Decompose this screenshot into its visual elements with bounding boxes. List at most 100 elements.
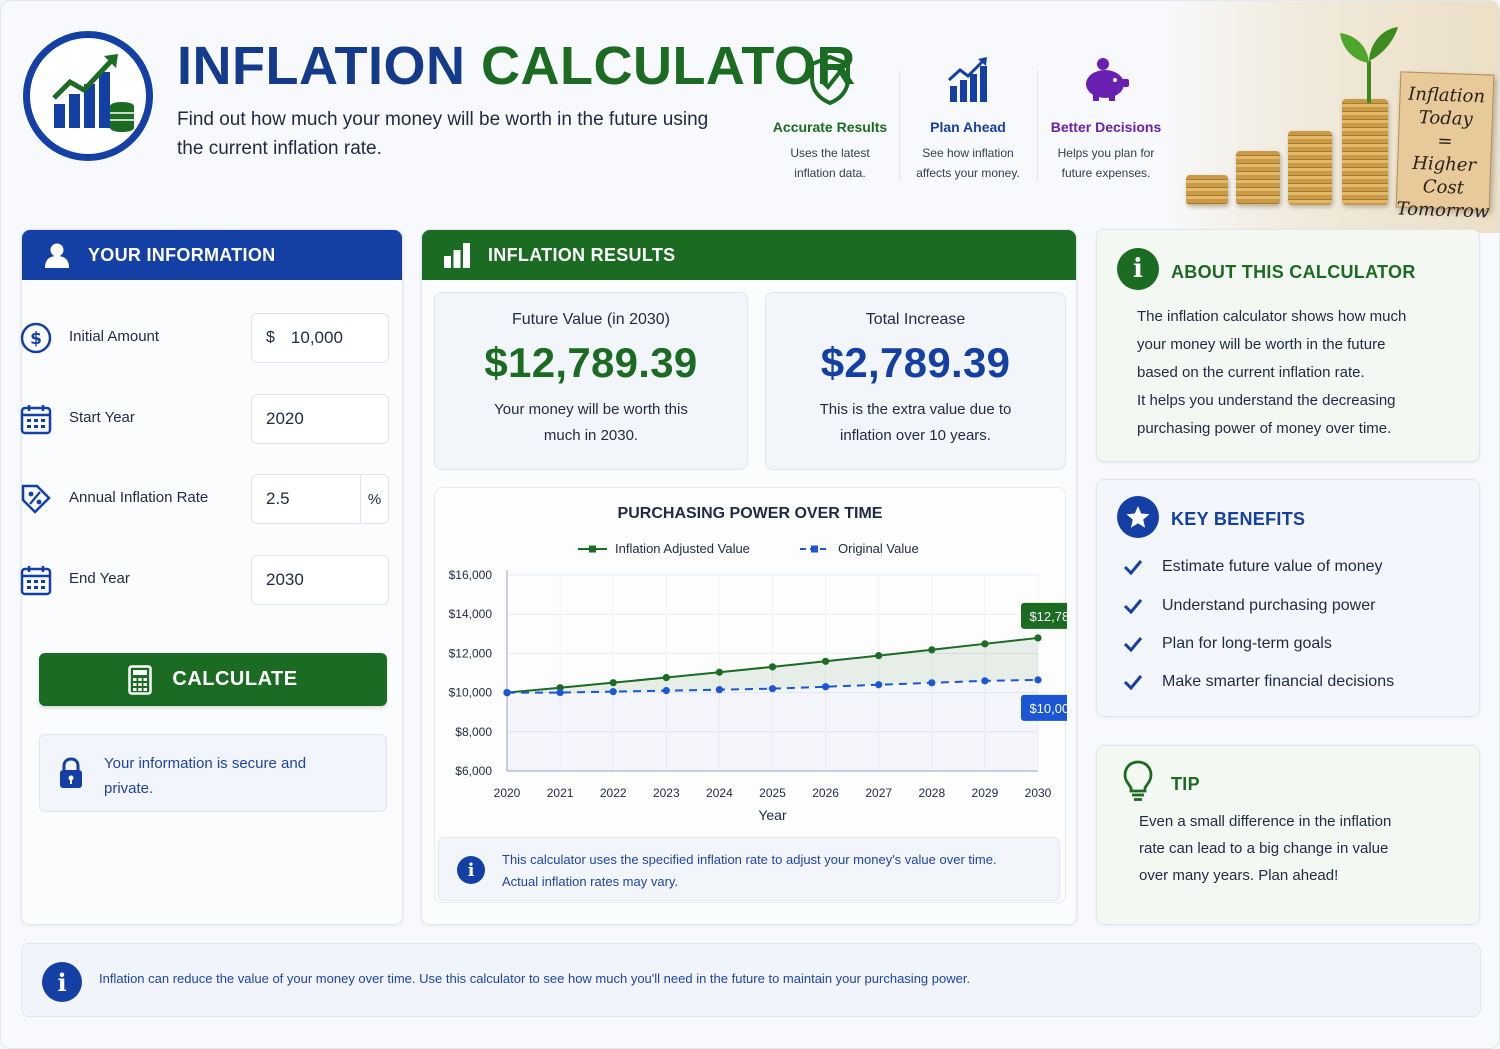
x-tick-label: 2021 — [547, 786, 574, 800]
data-point — [981, 677, 989, 685]
piggy-bank-icon — [1037, 51, 1175, 109]
inflation-rate-input[interactable]: 2.5 % — [251, 474, 389, 524]
feature-desc: Uses the latest inflation data. — [790, 146, 870, 180]
data-point — [1034, 676, 1042, 684]
total-increase-amount: $2,789.39 — [820, 339, 1011, 386]
end-label-original: $10,000.00 — [1029, 701, 1067, 716]
tip-line: Even a small difference in the inflation — [1139, 813, 1392, 830]
total-increase-label: Total Increase — [865, 311, 966, 328]
chart-title: PURCHASING POWER OVER TIME — [617, 505, 883, 522]
data-point — [928, 679, 936, 687]
area-between-series — [507, 637, 1038, 693]
panel-header: YOUR INFORMATION — [22, 230, 402, 280]
future-value-amount: $12,789.39 — [484, 339, 698, 386]
sign-line: Today — [1418, 107, 1474, 130]
about-title: ABOUT THIS CALCULATOR — [1171, 262, 1416, 282]
tip-text: Even a small difference in the inflation… — [1139, 808, 1391, 889]
check-icon — [1123, 674, 1143, 690]
percent-tag-icon — [21, 484, 51, 514]
panel-title: YOUR INFORMATION — [88, 244, 276, 265]
data-point — [715, 686, 723, 694]
feature-better-decisions: Better Decisions Helps you plan for futu… — [1037, 51, 1175, 183]
feature-desc: See how inflation affects your money. — [916, 146, 1020, 180]
start-year-input[interactable]: 2020 — [251, 394, 389, 444]
bar-chart-up-icon — [899, 51, 1037, 109]
about-line: It helps you understand the decreasing — [1137, 392, 1396, 409]
data-point — [981, 640, 989, 648]
legend-marker-original — [811, 545, 818, 553]
divider — [899, 71, 900, 181]
data-point — [875, 652, 883, 660]
y-tick-label: $6,000 — [455, 764, 492, 778]
currency-symbol: $ — [266, 329, 275, 346]
inflation-rate-row: Annual Inflation Rate 2.5 % — [19, 474, 389, 524]
data-point — [556, 689, 564, 697]
dollar-circle-icon: $ — [20, 322, 52, 354]
y-tick-label: $14,000 — [449, 607, 493, 621]
end-label-inflation-adjusted-bg — [1021, 602, 1067, 629]
info-icon: i — [42, 962, 82, 1002]
feature-title: Better Decisions — [1050, 119, 1162, 135]
series-line-original — [507, 678, 1039, 694]
feature-title: Plan Ahead — [930, 119, 1006, 135]
shield-check-icon — [761, 51, 899, 109]
y-tick-label: $10,000 — [449, 686, 493, 700]
legend-label-original: Original Value — [838, 541, 919, 556]
data-point — [715, 668, 723, 676]
coin-stack — [1186, 175, 1228, 205]
x-axis-label: Year — [758, 807, 787, 823]
about-line: your money will be worth in the future — [1137, 336, 1386, 353]
end-year-row: End Year 2030 — [19, 555, 389, 605]
coin-stack — [1288, 131, 1332, 205]
feature-title: Accurate Results — [772, 119, 888, 135]
end-year-label: End Year — [69, 570, 130, 587]
x-tick-label: 2026 — [812, 786, 839, 800]
end-year-input[interactable]: 2030 — [251, 555, 389, 605]
panel-header: INFLATION RESULTS — [422, 230, 1076, 280]
initial-amount-value: 10,000 — [290, 328, 343, 347]
tip-title: TIP — [1171, 774, 1200, 794]
area-under-original — [507, 679, 1038, 771]
initial-amount-input[interactable]: $ 10,000 — [251, 313, 389, 363]
coin-stack — [1236, 151, 1280, 205]
data-point — [822, 683, 830, 691]
coin-stack — [1342, 99, 1388, 205]
chart-disclaimer-text: This calculator uses the specified infla… — [502, 852, 997, 889]
about-panel: i ABOUT THIS CALCULATOR The inflation ca… — [1096, 229, 1480, 462]
x-tick-label: 2030 — [1025, 786, 1052, 800]
data-point — [503, 689, 511, 697]
tip-line: over many years. Plan ahead! — [1139, 867, 1339, 884]
x-tick-label: 2024 — [706, 786, 733, 800]
check-icon — [1123, 559, 1143, 575]
end-label-inflation-adjusted: $12,789.39 — [1029, 609, 1067, 624]
benefit-item: Plan for long-term goals — [1123, 635, 1332, 653]
benefit-text: Plan for long-term goals — [1162, 635, 1332, 652]
data-point — [662, 673, 670, 682]
future-value-desc: Your money will be worth this much in 20… — [494, 401, 688, 444]
inflation-sign: Inflation Today = Higher Cost Tomorrow — [1395, 71, 1495, 223]
data-point — [609, 679, 617, 687]
tip-panel: TIP Even a small difference in the infla… — [1096, 745, 1480, 925]
star-icon — [1117, 496, 1159, 538]
bar-chart-icon — [442, 240, 472, 270]
page-title: INFLATION CALCULATOR — [177, 35, 856, 97]
future-value-label: Future Value (in 2030) — [511, 311, 670, 328]
total-increase-desc: This is the extra value due to inflation… — [819, 401, 1012, 444]
benefit-text: Estimate future value of money — [1162, 558, 1383, 575]
info-icon: i — [1117, 248, 1159, 290]
legend-label-inflation-adjusted: Inflation Adjusted Value — [615, 541, 750, 556]
feature-plan-ahead: Plan Ahead See how inflation affects you… — [899, 51, 1037, 183]
sign-line: Higher Cost — [1411, 152, 1477, 199]
divider — [1037, 71, 1038, 181]
calendar-icon — [20, 566, 52, 596]
data-point — [1034, 634, 1042, 642]
calculate-button[interactable]: CALCULATE — [39, 653, 387, 706]
initial-amount-row: $ Initial Amount $ 10,000 — [19, 313, 389, 363]
calculate-label: CALCULATE — [172, 668, 298, 690]
data-point — [768, 663, 777, 671]
feature-accurate-results: Accurate Results Uses the latest inflati… — [761, 51, 899, 183]
x-tick-label: 2029 — [972, 786, 999, 800]
percent-suffix: % — [360, 475, 388, 523]
about-line: The inflation calculator shows how much — [1137, 308, 1407, 325]
calculator-icon — [128, 664, 153, 695]
